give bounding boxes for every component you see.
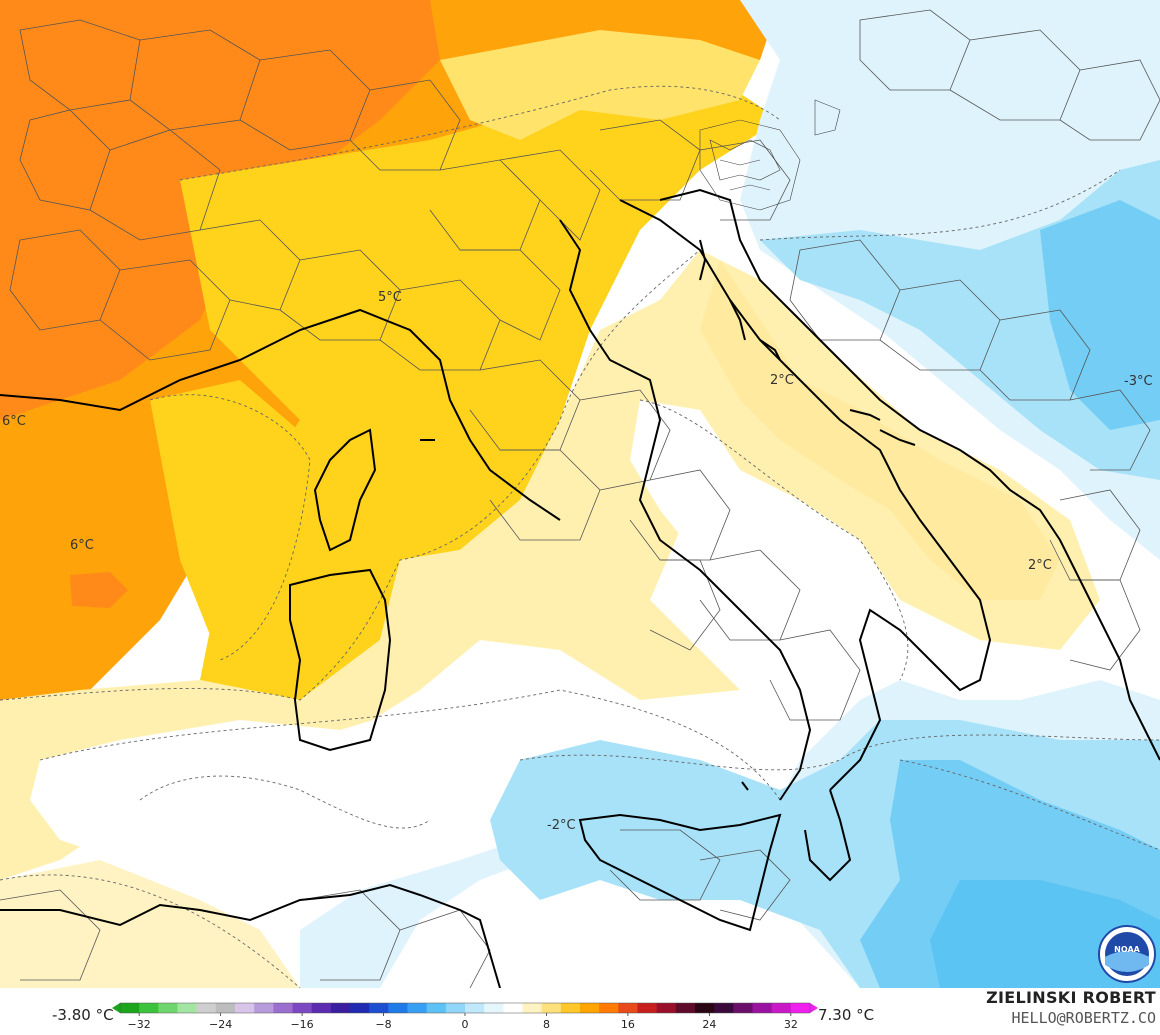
legend-max-value: 7.30 °C	[818, 1006, 875, 1024]
colorbar-swatch	[273, 1003, 293, 1013]
logo-text: NOAA	[1114, 945, 1140, 954]
colorbar-swatch	[311, 1003, 332, 1013]
colorbar-tick-label: 0	[462, 1018, 469, 1030]
colorbar-min-arrow	[112, 1003, 120, 1013]
colorbar-tick-label: −24	[209, 1018, 232, 1030]
field-zone-m3c	[1040, 200, 1160, 430]
colorbar-swatch	[465, 1003, 485, 1013]
noaa-logo-icon: NOAA	[1098, 925, 1156, 983]
contour-label: 5°C	[378, 290, 402, 305]
colorbar-swatch	[369, 1003, 389, 1013]
colorbar-swatch	[752, 1003, 773, 1013]
colorbar-tick-label: −8	[375, 1018, 391, 1030]
colorbar-tick-label: 8	[543, 1018, 550, 1030]
colorbar-tick-label: −32	[128, 1018, 151, 1030]
contour-label: 6°C	[70, 538, 94, 553]
colorbar-swatch	[695, 1003, 715, 1013]
colorbar-swatch	[675, 1003, 696, 1013]
contour-lines	[0, 85, 1160, 988]
colorbar-swatch	[177, 1003, 198, 1013]
author-name: ZIELINSKI ROBERT	[986, 988, 1156, 1007]
coastlines	[0, 188, 1160, 988]
colorbar-swatch	[139, 1003, 159, 1013]
admin-borders	[0, 9, 1160, 988]
contour-label: 6°C	[2, 414, 26, 429]
field-zone-6c-spot	[70, 572, 128, 608]
colorbar-swatch	[714, 1003, 734, 1013]
field-zone-5c	[180, 80, 780, 700]
contour-label: -2°C	[547, 818, 576, 833]
colorbar-swatch	[388, 1003, 408, 1013]
colorbar-swatch	[484, 1003, 504, 1013]
colorbar: −32 −24 −16 −8 0 8 16 24 32	[112, 1002, 818, 1030]
legend-bar: -3.80 °C −32 −24 −16 −8 0 8 16 24 32 7.30 °C ZIE…	[0, 988, 1160, 1035]
colorbar-tick-label: −16	[290, 1018, 313, 1030]
colorbar-swatch	[330, 1003, 351, 1013]
contour-label: 2°C	[1028, 558, 1052, 573]
field-zone-0c	[630, 400, 920, 680]
colorbar-swatch	[771, 1003, 792, 1013]
colorbar-swatch	[445, 1003, 466, 1013]
colorbar-swatch	[215, 1003, 236, 1013]
colorbar-swatch	[426, 1003, 447, 1013]
contour-label: 2°C	[770, 373, 794, 388]
colorbar-swatch	[560, 1003, 581, 1013]
colorbar-swatch	[350, 1003, 370, 1013]
colorbar-swatch	[790, 1003, 811, 1013]
colorbar-swatch	[503, 1003, 523, 1013]
field-zone-5c-west	[150, 380, 310, 660]
colorbar-swatch	[541, 1003, 562, 1013]
colorbar-swatch	[158, 1003, 178, 1013]
colorbar-swatch	[580, 1003, 600, 1013]
colorbar-swatch	[599, 1003, 619, 1013]
colorbar-max-arrow	[810, 1003, 818, 1013]
colorbar-tick-label: 24	[702, 1018, 716, 1030]
colorbar-swatch	[618, 1003, 638, 1013]
colorbar-tick-label: 32	[784, 1018, 798, 1030]
dense-borders	[699, 99, 841, 211]
colorbar-tick-label: 16	[621, 1018, 635, 1030]
temperature-map	[0, 0, 1160, 988]
colorbar-swatch	[235, 1003, 255, 1013]
colorbar-swatch	[733, 1003, 753, 1013]
colorbar-swatch	[254, 1003, 274, 1013]
contour-label: -3°C	[1124, 374, 1153, 389]
colorbar-swatch	[292, 1003, 313, 1013]
legend-min-value: -3.80 °C	[52, 1006, 114, 1024]
colorbar-swatch	[196, 1003, 217, 1013]
colorbar-swatch	[522, 1003, 543, 1013]
author-email: HELLO@ROBERTZ.CO	[1011, 1009, 1157, 1027]
field-zone-2c-south	[0, 860, 300, 988]
colorbar-swatch	[407, 1003, 428, 1013]
colorbar-swatch	[656, 1003, 677, 1013]
field-zone-4c	[440, 30, 760, 140]
colorbar-swatch	[120, 1003, 140, 1013]
colorbar-swatch	[637, 1003, 658, 1013]
